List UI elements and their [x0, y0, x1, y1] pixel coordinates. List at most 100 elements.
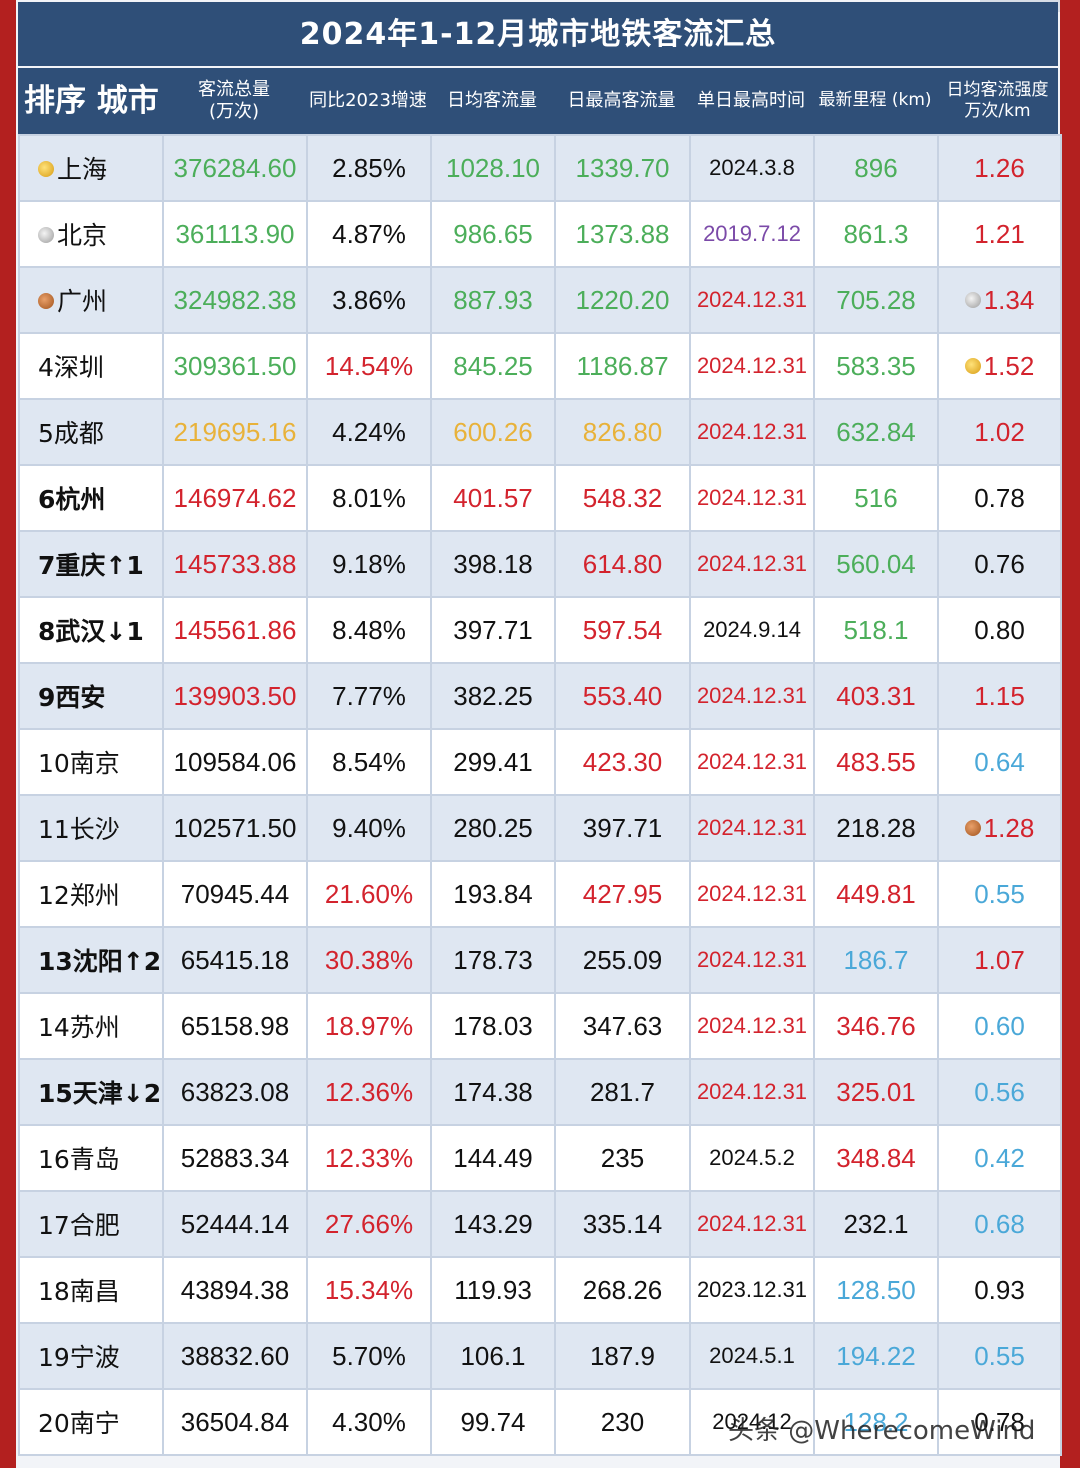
mileage-cell: 705.28 — [813, 266, 939, 334]
max-date-value: 2023.12.31 — [696, 1277, 808, 1302]
mileage-cell: 518.1 — [813, 596, 939, 664]
mileage-cell: 896 — [813, 134, 939, 202]
daily-max-cell: 347.63 — [554, 992, 691, 1060]
max-date-cell: 2024.12.31 — [689, 530, 815, 598]
growth-value: 27.66% — [324, 1208, 414, 1239]
daily-avg-cell: 193.84 — [430, 860, 556, 928]
max-date-value: 2024.12.31 — [696, 947, 808, 972]
max-date-cell: 2024.12 — [689, 1388, 815, 1456]
growth-cell: 4.24% — [306, 398, 432, 466]
daily-avg-cell: 178.73 — [430, 926, 556, 994]
total-cell: 36504.84 — [162, 1388, 308, 1456]
city-cell: 上海 — [18, 134, 164, 202]
city-name: 14苏州 — [38, 1013, 120, 1042]
daily-max-value: 826.80 — [582, 416, 663, 447]
mileage-value: 449.81 — [836, 878, 916, 909]
daily-max-value: 548.32 — [582, 482, 663, 513]
header-daily-max: 日最高客流量 — [567, 89, 676, 111]
mileage-cell: 128.2 — [813, 1388, 939, 1456]
growth-cell: 8.01% — [306, 464, 432, 532]
city-cell: 12郑州 — [18, 860, 164, 928]
daily-max-value: 347.63 — [582, 1010, 663, 1041]
daily-avg-cell: 280.25 — [430, 794, 556, 862]
header-daily-avg: 日均客流量 — [447, 89, 537, 111]
intensity-value: 1.07 — [974, 944, 1025, 975]
max-date-value: 2024.12.31 — [696, 815, 808, 840]
total-cell: 38832.60 — [162, 1322, 308, 1390]
mileage-cell: 194.22 — [813, 1322, 939, 1390]
intensity-value: 1.28 — [983, 812, 1035, 843]
city-name: 5成都 — [38, 419, 104, 448]
mileage-value: 705.28 — [836, 284, 916, 315]
daily-avg-value: 398.18 — [453, 548, 533, 579]
intensity-value: 0.78 — [974, 1406, 1025, 1437]
daily-max-cell: 427.95 — [554, 860, 691, 928]
daily-avg-cell: 887.93 — [430, 266, 556, 334]
daily-max-cell: 335.14 — [554, 1190, 691, 1258]
total-cell: 65158.98 — [162, 992, 308, 1060]
intensity-cell: 0.76 — [937, 530, 1062, 598]
intensity-value: 0.55 — [974, 1340, 1025, 1371]
growth-value: 8.48% — [332, 614, 406, 645]
city-cell: 北京 — [18, 200, 164, 268]
city-cell: 7重庆↑1 — [18, 530, 164, 598]
total-value: 43894.38 — [180, 1274, 290, 1305]
watermark: 头条 @WherecomeWind — [728, 1416, 1036, 1446]
city-name: 7重庆↑1 — [38, 551, 144, 580]
mileage-cell: 516 — [813, 464, 939, 532]
daily-avg-value: 99.74 — [460, 1406, 526, 1437]
silver-medal-icon — [964, 291, 981, 308]
total-value: 52444.14 — [180, 1208, 290, 1239]
total-value: 309361.50 — [173, 350, 297, 381]
total-cell: 109584.06 — [162, 728, 308, 796]
mileage-cell: 583.35 — [813, 332, 939, 400]
max-date-cell: 2024.12.31 — [689, 662, 815, 730]
max-date-value: 2024.5.1 — [709, 1343, 795, 1368]
daily-avg-cell: 1028.10 — [430, 134, 556, 202]
daily-max-cell: 548.32 — [554, 464, 691, 532]
max-date-value: 2024.12.31 — [696, 1013, 808, 1038]
mileage-cell: 186.7 — [813, 926, 939, 994]
city-cell: 18南昌 — [18, 1256, 164, 1324]
mileage-value: 128.2 — [843, 1406, 909, 1437]
mileage-cell: 403.31 — [813, 662, 939, 730]
growth-value: 18.97% — [324, 1010, 414, 1041]
total-cell: 63823.08 — [162, 1058, 308, 1126]
mileage-value: 483.55 — [836, 746, 916, 777]
growth-value: 8.54% — [332, 746, 406, 777]
intensity-value: 0.64 — [974, 746, 1025, 777]
header-rank-city: 排序 城市 — [24, 82, 159, 119]
intensity-cell: 0.78 — [937, 1388, 1062, 1456]
mileage-cell: 232.1 — [813, 1190, 939, 1258]
max-date-value: 2024.12.31 — [696, 683, 808, 708]
max-date-value: 2024.12.31 — [696, 1211, 808, 1236]
table-row: 11长沙 102571.50 9.40% 280.25 397.71 2024.12.31… — [18, 794, 1062, 862]
intensity-value: 1.21 — [974, 218, 1025, 249]
growth-cell: 3.86% — [306, 266, 432, 334]
table-row: 17合肥 52444.14 27.66% 143.29 335.14 2024.12.31… — [18, 1190, 1062, 1258]
mileage-value: 632.84 — [836, 416, 916, 447]
city-name: 20南宁 — [38, 1409, 120, 1438]
daily-avg-cell: 398.18 — [430, 530, 556, 598]
silver-medal-icon — [38, 227, 54, 243]
table-row: 7重庆↑1 145733.88 9.18% 398.18 614.80 2024.12.3… — [18, 530, 1062, 598]
growth-value: 9.40% — [332, 812, 406, 843]
growth-cell: 2.85% — [306, 134, 432, 202]
max-date-cell: 2024.12.31 — [689, 332, 815, 400]
header-total: 客流总量 (万次) — [162, 68, 306, 134]
mileage-value: 896 — [854, 152, 898, 183]
daily-max-cell: 268.26 — [554, 1256, 691, 1324]
daily-avg-value: 401.57 — [453, 482, 533, 513]
daily-max-cell: 1373.88 — [554, 200, 691, 268]
intensity-cell: 0.78 — [937, 464, 1062, 532]
daily-max-value: 397.71 — [582, 812, 663, 843]
growth-cell: 8.54% — [306, 728, 432, 796]
daily-avg-value: 178.03 — [453, 1010, 533, 1041]
intensity-cell: 1.15 — [937, 662, 1062, 730]
max-date-cell: 2024.5.2 — [689, 1124, 815, 1192]
city-name: 11长沙 — [38, 815, 120, 844]
total-cell: 361113.90 — [162, 200, 308, 268]
mileage-value: 186.7 — [843, 944, 909, 975]
total-value: 38832.60 — [180, 1340, 290, 1371]
daily-avg-cell: 986.65 — [430, 200, 556, 268]
